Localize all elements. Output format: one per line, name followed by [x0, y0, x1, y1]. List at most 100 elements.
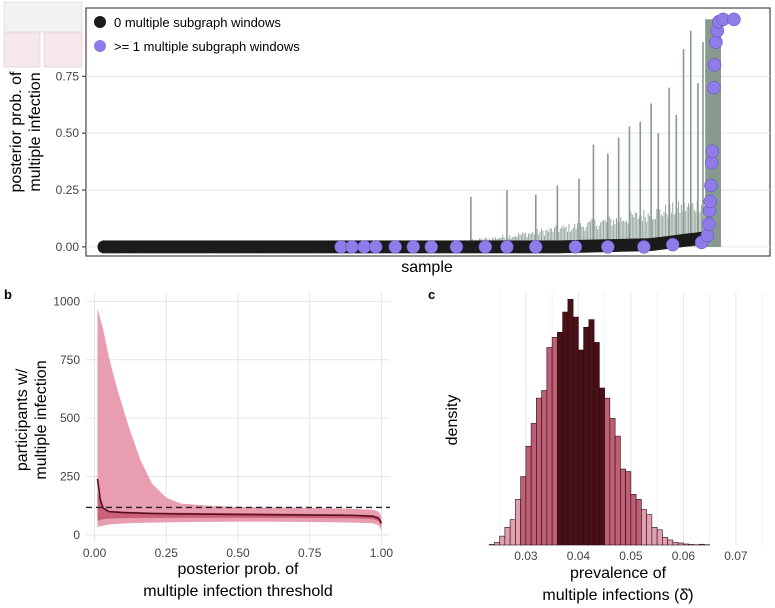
panel-c-bars — [488, 299, 710, 546]
panel-c-x-tick-label: 0.06 — [672, 549, 696, 563]
histogram-bar — [688, 544, 695, 546]
histogram-bar — [546, 347, 553, 546]
point-purple — [406, 240, 420, 254]
histogram-bar — [499, 535, 506, 546]
panel-a-points — [97, 12, 741, 254]
histogram-bar — [609, 418, 616, 546]
point-purple — [345, 240, 359, 254]
point-purple — [449, 240, 464, 254]
point-purple — [707, 80, 721, 95]
panel-b-letter: b — [4, 287, 12, 302]
panel-b-outer-band — [97, 308, 382, 531]
histogram-bar — [551, 337, 558, 546]
point-purple — [709, 35, 723, 49]
panel-b-y-tick-label: 750 — [60, 353, 80, 367]
histogram-bar — [488, 544, 495, 546]
histogram-bar — [651, 526, 658, 546]
panel-c-x-label-line-1: prevalence of — [570, 565, 667, 582]
panel-a-y-label-line-2: multiple infection — [27, 72, 44, 191]
panel-c-y-label: density — [444, 395, 461, 446]
panel-b-x-tick-label: 0.25 — [155, 546, 179, 560]
panel-b-y-tick-label: 250 — [60, 470, 80, 484]
histogram-bar — [562, 311, 569, 546]
panel-b-y-label: participants w/ multiple infection — [14, 360, 50, 479]
panel-c-x-label-line-2: multiple infections (δ̄) — [542, 587, 693, 604]
panel-b-inner-band — [97, 492, 382, 526]
point-purple — [700, 228, 715, 243]
panel-a-y-label-line-1: posterior prob. of — [8, 71, 25, 193]
panel-c: c 0.03 0.04 0.05 0.06 0.07 density prevalenc… — [428, 287, 763, 604]
panel-c-letter: c — [428, 287, 435, 302]
histogram-bar — [578, 349, 584, 546]
panel-a-y-tick-label: 0.00 — [56, 240, 80, 254]
panel-c-ticks: 0.03 0.04 0.05 0.06 0.07 — [514, 549, 748, 563]
histogram-bar — [567, 299, 574, 546]
point-purple — [703, 194, 717, 209]
histogram-bar — [525, 445, 532, 546]
histogram-bar — [520, 476, 527, 546]
point-purple — [529, 240, 543, 254]
panel-a-y-tick-label: 0.25 — [56, 183, 80, 197]
panel-b-y-label-line-1: participants w/ — [14, 368, 31, 471]
point-purple — [707, 58, 722, 72]
histogram-bar — [614, 435, 621, 546]
point-purple — [704, 155, 719, 170]
panel-a-legend: 0 multiple subgraph windows >= 1 multipl… — [94, 15, 300, 54]
panel-b-ticks: 0 250 500 750 1000 0.00 0.25 0.50 0.75 1.00 — [53, 294, 393, 560]
panel-a-frame — [85, 7, 771, 257]
panel-b-x-tick-label: 1.00 — [370, 546, 394, 560]
histogram-bar — [509, 519, 516, 546]
point-purple — [704, 178, 718, 193]
panel-b-y-label-line-2: multiple infection — [33, 360, 50, 479]
histogram-bar — [588, 319, 595, 546]
histogram-bar — [593, 342, 600, 546]
point-purple — [702, 217, 716, 231]
histogram-bar — [604, 397, 611, 546]
panel-a-y-tick-label: 0.75 — [56, 69, 80, 83]
histogram-bar — [494, 542, 500, 546]
histogram-bar — [698, 543, 705, 546]
panel-a: 0.00 0.25 0.50 0.75 sample posterior prob. … — [8, 7, 771, 276]
histogram-bar — [677, 542, 684, 546]
point-purple — [568, 240, 583, 254]
histogram-bar — [662, 537, 668, 546]
point-purple — [727, 12, 741, 27]
panel-b-bands — [86, 308, 390, 531]
legend-marker-black — [94, 16, 106, 28]
histogram-bar — [641, 509, 647, 546]
histogram-bar — [515, 499, 521, 546]
histogram-bar — [630, 494, 637, 546]
histogram-bar — [635, 499, 642, 546]
panel-b-x-tick-label: 0.50 — [226, 546, 250, 560]
histogram-bar — [672, 542, 679, 546]
point-purple — [705, 144, 720, 159]
panel-a-y-ticks: 0.00 0.25 0.50 0.75 — [56, 69, 86, 254]
histogram-bar — [646, 514, 653, 546]
histogram-bar — [583, 326, 590, 546]
panel-a-y-label: posterior prob. of multiple infection — [8, 71, 44, 193]
panel-b-y-tick-label: 500 — [60, 411, 80, 425]
panel-c-x-tick-label: 0.07 — [724, 549, 748, 563]
point-purple — [424, 240, 438, 254]
point-purple — [478, 240, 493, 254]
histogram-bar — [656, 529, 663, 546]
histogram-bar — [557, 331, 563, 546]
histogram-bar — [536, 397, 542, 546]
panel-b-x-tick-label: 0.75 — [298, 546, 322, 560]
panel-b-median-line — [96, 478, 383, 524]
panel-a-y-tick-label: 0.50 — [56, 126, 80, 140]
panel-a-x-label: sample — [401, 259, 453, 276]
panel-b-x-tick-label: 0.00 — [83, 546, 107, 560]
panel-b-y-tick-label: 1000 — [53, 294, 80, 308]
histogram-bar — [620, 468, 626, 546]
histogram-bar — [541, 390, 548, 546]
legend-label-1: >= 1 multiple subgraph windows — [114, 39, 300, 54]
legend-marker-purple — [94, 40, 106, 52]
panel-c-x-tick-label: 0.04 — [567, 549, 591, 563]
histogram-bar — [667, 539, 674, 546]
point-purple — [388, 240, 402, 254]
panel-c-x-tick-label: 0.05 — [619, 549, 643, 563]
histogram-bar — [572, 316, 579, 546]
point-purple — [500, 240, 514, 254]
point-purple — [357, 240, 371, 254]
